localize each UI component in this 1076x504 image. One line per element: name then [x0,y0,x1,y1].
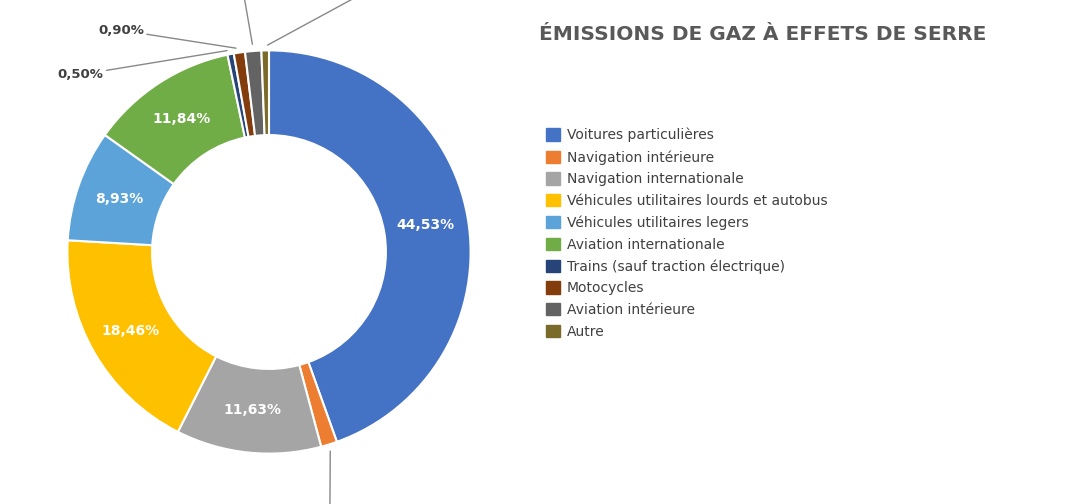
Wedge shape [227,53,249,138]
Text: 0,60%: 0,60% [268,0,399,45]
Text: 1,30%: 1,30% [307,451,353,504]
Wedge shape [233,52,255,137]
Wedge shape [269,50,470,442]
Wedge shape [178,356,321,454]
Text: 1,30%: 1,30% [216,0,261,44]
Wedge shape [299,362,337,447]
Wedge shape [68,135,174,245]
Text: 44,53%: 44,53% [397,218,455,232]
Text: 0,90%: 0,90% [98,24,236,48]
Text: 11,84%: 11,84% [153,112,211,125]
Text: ÉMISSIONS DE GAZ À EFFETS DE SERRE: ÉMISSIONS DE GAZ À EFFETS DE SERRE [539,25,987,44]
Text: 11,63%: 11,63% [224,403,282,417]
Wedge shape [68,240,216,432]
Wedge shape [245,50,265,136]
Text: 18,46%: 18,46% [102,325,160,338]
Text: 0,50%: 0,50% [58,50,227,81]
Wedge shape [104,55,245,184]
Wedge shape [261,50,269,135]
Text: 8,93%: 8,93% [95,192,143,206]
Legend: Voitures particulières, Navigation intérieure, Navigation internationale, Véhicu: Voitures particulières, Navigation intér… [546,128,827,339]
